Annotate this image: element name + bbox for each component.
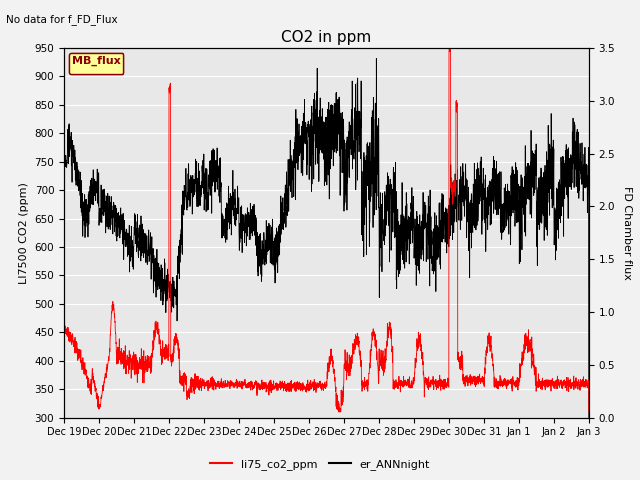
Text: No data for f_FD_Flux: No data for f_FD_Flux [6,14,118,25]
Title: CO2 in ppm: CO2 in ppm [281,30,372,46]
Legend:  [69,53,124,74]
Legend: li75_co2_ppm, er_ANNnight: li75_co2_ppm, er_ANNnight [205,455,435,474]
Y-axis label: LI7500 CO2 (ppm): LI7500 CO2 (ppm) [19,182,29,284]
Y-axis label: FD Chamber flux: FD Chamber flux [622,186,632,280]
